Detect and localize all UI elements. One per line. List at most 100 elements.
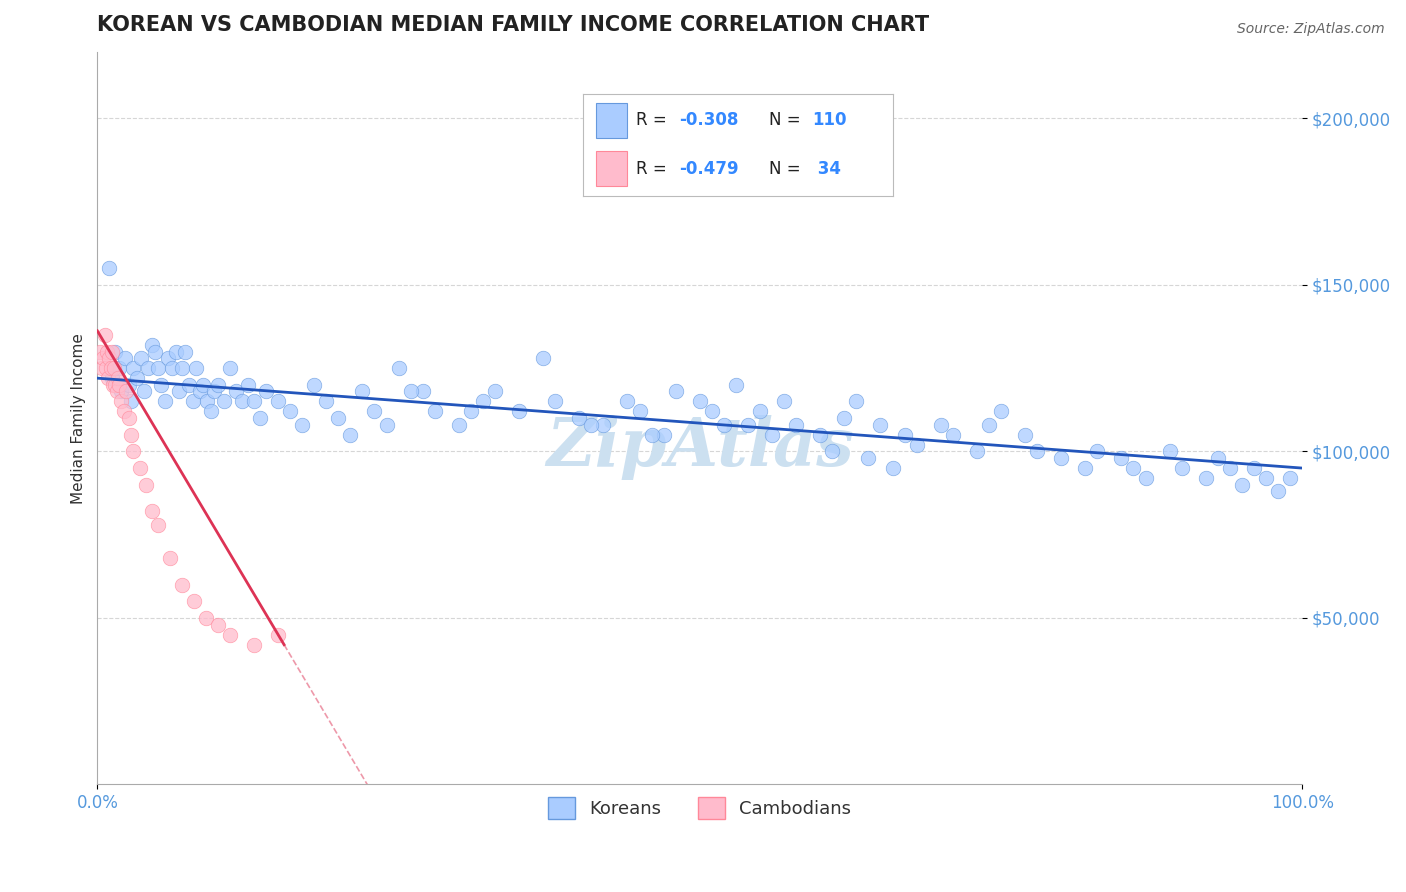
Point [302, 377, 325, 392]
Point [231, 394, 253, 409]
Point [105, 384, 128, 399]
Point [942, 427, 965, 442]
Point [157, 351, 180, 366]
Point [761, 427, 783, 442]
Point [447, 417, 470, 432]
Point [966, 444, 988, 458]
Point [749, 404, 772, 418]
Point [159, 551, 181, 566]
Point [1206, 451, 1229, 466]
Point [616, 394, 638, 409]
Point [122, 361, 145, 376]
Point [592, 417, 614, 432]
Point [225, 384, 247, 399]
Point [143, 344, 166, 359]
Point [193, 377, 215, 392]
Point [568, 411, 591, 425]
Point [1195, 471, 1218, 485]
Point [89, 344, 111, 359]
Point [531, 351, 554, 366]
Point [1074, 461, 1097, 475]
Point [153, 394, 176, 409]
Point [110, 384, 132, 399]
Point [243, 394, 266, 409]
Point [869, 417, 891, 432]
Point [128, 461, 150, 475]
Point [146, 361, 169, 376]
Point [120, 427, 142, 442]
Point [160, 361, 183, 376]
Point [101, 377, 124, 392]
Point [808, 427, 831, 442]
Point [170, 577, 193, 591]
Point [1085, 444, 1108, 458]
Point [93, 327, 115, 342]
Text: R =: R = [636, 112, 672, 129]
Point [120, 394, 142, 409]
Bar [596, 103, 627, 137]
Point [1014, 427, 1036, 442]
Bar [596, 151, 627, 186]
Point [1026, 444, 1049, 458]
Point [135, 477, 157, 491]
Point [713, 417, 735, 432]
Point [103, 361, 125, 376]
Point [169, 384, 191, 399]
Point [207, 617, 229, 632]
Point [339, 427, 361, 442]
Point [108, 377, 131, 392]
Point [218, 361, 240, 376]
Point [893, 427, 915, 442]
Point [207, 377, 229, 392]
Point [665, 384, 688, 399]
Text: 34: 34 [813, 160, 841, 178]
Point [689, 394, 711, 409]
Point [136, 361, 159, 376]
Point [110, 394, 132, 409]
Point [200, 404, 222, 418]
Point [628, 404, 651, 418]
Text: N =: N = [769, 160, 806, 178]
Point [1219, 461, 1241, 475]
Point [363, 404, 385, 418]
Text: ZipAtlas: ZipAtlas [546, 415, 853, 480]
Point [254, 384, 277, 399]
Point [1170, 461, 1192, 475]
Point [544, 394, 567, 409]
Point [1122, 461, 1144, 475]
Text: R =: R = [636, 160, 672, 178]
Point [821, 444, 844, 458]
Point [127, 371, 149, 385]
Point [1135, 471, 1157, 485]
Point [882, 461, 904, 475]
Point [96, 344, 118, 359]
Point [165, 344, 187, 359]
Point [134, 384, 156, 399]
Point [114, 351, 136, 366]
Point [724, 377, 747, 392]
Text: KOREAN VS CAMBODIAN MEDIAN FAMILY INCOME CORRELATION CHART: KOREAN VS CAMBODIAN MEDIAN FAMILY INCOME… [97, 15, 929, 35]
Point [183, 594, 205, 608]
Text: -0.479: -0.479 [679, 160, 740, 178]
Y-axis label: Median Family Income: Median Family Income [72, 333, 86, 504]
Point [291, 417, 314, 432]
Point [93, 351, 115, 366]
Point [243, 638, 266, 652]
Point [146, 517, 169, 532]
Point [195, 394, 218, 409]
Point [278, 404, 301, 418]
Point [170, 361, 193, 376]
Point [460, 404, 482, 418]
Point [1230, 477, 1253, 491]
Point [188, 384, 211, 399]
Text: -0.308: -0.308 [679, 112, 738, 129]
Point [91, 361, 114, 376]
Point [905, 438, 928, 452]
Text: 110: 110 [813, 112, 846, 129]
Point [508, 404, 530, 418]
Point [97, 371, 120, 385]
Point [834, 411, 856, 425]
Point [181, 394, 204, 409]
Point [640, 427, 662, 442]
Point [98, 351, 121, 366]
